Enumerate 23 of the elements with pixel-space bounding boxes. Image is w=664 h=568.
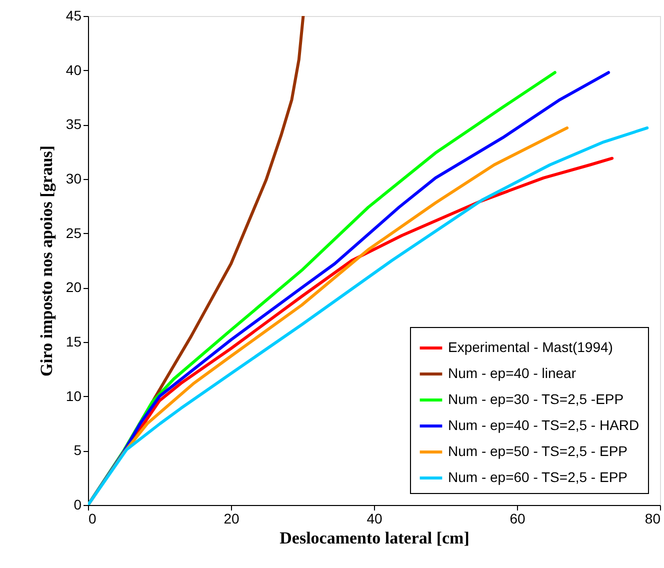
- x-tick-label: 40: [366, 510, 382, 526]
- x-tick-label: 20: [224, 510, 240, 526]
- y-tick-label: 35: [66, 116, 82, 132]
- legend-label: Num - ep=30 - TS=2,5 -EPP: [448, 391, 624, 407]
- y-tick-label: 20: [66, 279, 82, 296]
- y-tick-label: 25: [66, 224, 82, 241]
- legend-label: Num - ep=50 - TS=2,5 - EPP: [448, 443, 628, 459]
- legend-label: Num - ep=60 - TS=2,5 - EPP: [448, 469, 628, 485]
- y-tick-label: 45: [66, 8, 82, 24]
- x-tick-label: 80: [644, 510, 661, 526]
- y-tick-label: 5: [74, 442, 82, 458]
- y-tick-label: 30: [66, 170, 82, 186]
- legend-label: Num - ep=40 - TS=2,5 - HARD: [448, 417, 640, 433]
- x-tick-label: 60: [510, 510, 526, 526]
- y-axis-title: Giro imposto nos apoios [graus]: [36, 145, 56, 377]
- x-axis-title: Deslocamento lateral [cm]: [280, 528, 470, 548]
- legend-label: Experimental - Mast(1994): [448, 339, 613, 355]
- x-tick-label: 0: [88, 510, 96, 526]
- y-tick-label: 15: [66, 334, 82, 350]
- legend-label: Num - ep=40 - linear: [448, 365, 576, 381]
- y-tick-label: 40: [66, 62, 82, 78]
- y-tick-label: 0: [74, 496, 82, 512]
- y-tick-label: 10: [66, 388, 82, 404]
